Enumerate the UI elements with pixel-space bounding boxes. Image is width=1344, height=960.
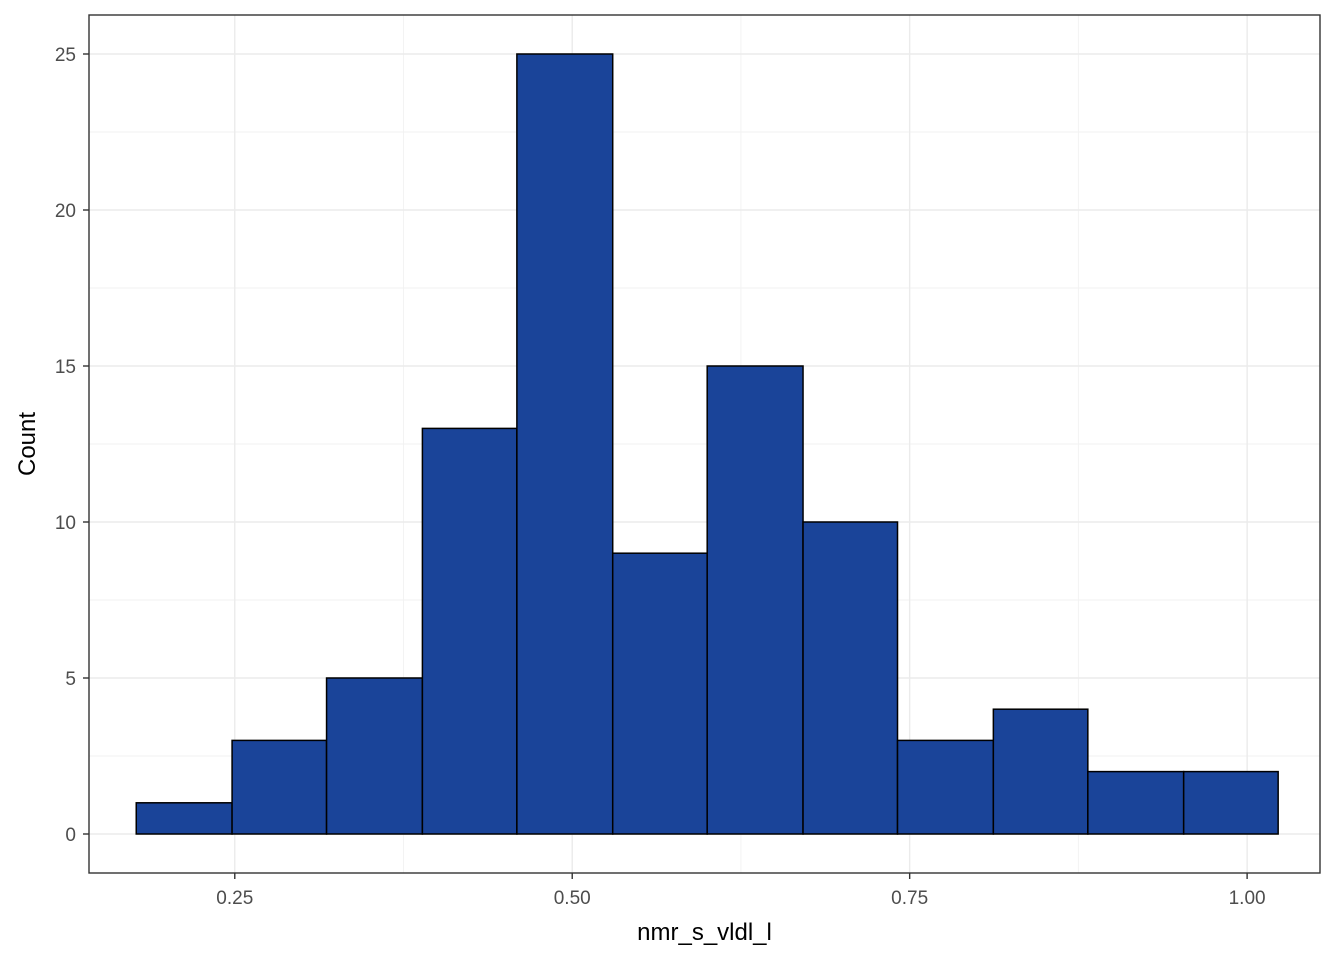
y-tick-label: 0 [65,825,76,846]
histogram-bar [706,365,804,835]
x-tick-label: 0.50 [554,888,591,909]
histogram-bar [1087,770,1185,835]
x-axis-title: nmr_s_vldl_l [637,919,772,946]
y-tick-label: 20 [55,201,76,222]
histogram-bar [231,739,328,835]
y-tick-label: 5 [65,669,76,690]
y-tick-label: 10 [55,513,76,534]
histogram-bar [896,739,995,835]
histogram-bar [421,427,518,835]
histogram-bar [611,552,708,835]
histogram-bar [135,802,233,835]
y-axis-title: Count [14,412,41,476]
histogram-bar [1182,770,1279,835]
histogram-bar [325,677,424,835]
y-tick-label: 25 [55,45,76,66]
y-axis: 0 5 10 15 20 25 [55,45,89,846]
x-axis: 0.25 0.50 0.75 1.00 [216,873,1266,909]
x-tick-label: 0.75 [891,888,928,909]
y-tick-label: 15 [55,357,76,378]
x-tick-label: 1.00 [1229,888,1266,909]
histogram-bar [802,521,899,835]
histogram-bar [992,708,1089,835]
panel-border [88,14,1321,874]
histogram-bars [135,53,1279,835]
histogram-bar [516,53,614,835]
x-tick-label: 0.25 [216,888,253,909]
